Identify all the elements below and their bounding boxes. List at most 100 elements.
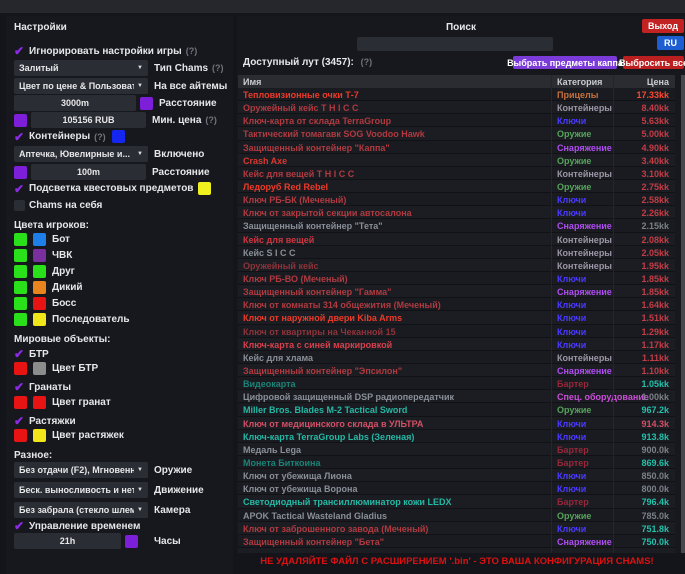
containers-color-swatch[interactable] (111, 130, 125, 143)
help-icon[interactable]: (?) (360, 57, 373, 67)
ignore-game-settings-row[interactable]: ✔ Игнорировать настройки игры (?) (14, 45, 197, 57)
distance2-color-swatch[interactable] (14, 165, 27, 179)
player-color-swatch-1[interactable] (14, 249, 27, 262)
min-price-input[interactable]: 105156 RUB (31, 112, 146, 128)
search-input[interactable] (357, 37, 553, 51)
table-row[interactable] (238, 547, 675, 553)
table-row[interactable]: Тактический томагавк SOG Voodoo Hawk Оруж… (238, 127, 675, 141)
table-row[interactable]: Оружейный кейс Контейнеры 1.95kk (238, 258, 675, 272)
table-row[interactable]: Ключ-карта от склада TerraGroup Ключи 5.63… (238, 114, 675, 128)
checkbox-checked-icon[interactable]: ✔ (14, 380, 25, 394)
table-row[interactable]: Медаль Lega Бартер 900.0k (238, 442, 675, 456)
help-icon[interactable]: (?) (185, 46, 198, 56)
player-color-swatch-2[interactable] (33, 281, 46, 294)
containers-filter-dropdown[interactable]: Аптечка, Ювелирные и... ▼ (14, 146, 148, 162)
hours-color-swatch[interactable] (125, 534, 138, 548)
drop-all-button[interactable]: Выбросить все (619, 56, 685, 69)
table-row[interactable]: Оружейный кейс T H I C C Контейнеры 8.40kk (238, 101, 675, 115)
chams-type-dropdown[interactable]: Залитый ▼ (14, 60, 148, 76)
grenade-color-swatch-2[interactable] (33, 396, 46, 409)
help-icon[interactable]: (?) (94, 131, 106, 142)
btr-row[interactable]: ✔ БТР (14, 348, 49, 360)
checkbox-checked-icon[interactable]: ✔ (14, 129, 25, 144)
table-row[interactable]: Защищенный контейнер "Гамма" Снаряжение 1.… (238, 285, 675, 299)
table-row[interactable]: Кейс S I C C Контейнеры 2.05kk (238, 245, 675, 259)
table-row[interactable]: Ключ от закрытой секции автосалона Ключи 2… (238, 206, 675, 220)
table-row[interactable]: Видеокарта Бартер 1.05kk (238, 377, 675, 391)
quest-highlight-row[interactable]: ✔ Подсветка квестовых предметов (14, 181, 212, 196)
table-row[interactable]: Ключ РБ-ВО (Меченый) Ключи 1.85kk (238, 271, 675, 286)
distance2-input[interactable]: 100m (31, 164, 146, 180)
table-row[interactable]: Ключ от убежища Лиона Ключи 850.0k (238, 469, 675, 483)
player-color-swatch-1[interactable] (14, 313, 27, 326)
time-control-row[interactable]: ✔ Управление временем (14, 520, 140, 532)
table-row[interactable]: Кейс для вещей T H I C C Контейнеры 3.10kk (238, 166, 675, 180)
checkbox-checked-icon[interactable]: ✔ (14, 519, 25, 533)
help-icon[interactable]: (?) (212, 63, 224, 73)
player-color-swatch-1[interactable] (14, 233, 27, 246)
checkbox-checked-icon[interactable]: ✔ (14, 181, 25, 196)
tripwire-color-swatch-2[interactable] (33, 429, 46, 442)
grenades-row[interactable]: ✔ Гранаты (14, 381, 71, 393)
min-price-color-swatch[interactable] (14, 113, 27, 127)
table-row[interactable]: Защищенный контейнер "Эпсилон" Снаряжение… (238, 363, 675, 378)
weapon-dropdown[interactable]: Без отдачи (F2), Мгновенное п ▼ (14, 462, 148, 478)
help-icon[interactable]: (?) (205, 115, 217, 125)
table-scrollbar[interactable] (681, 75, 685, 553)
tripwire-color-swatch-1[interactable] (14, 429, 27, 442)
table-row[interactable]: Ключ РБ-БК (Меченый) Ключи 2.58kk (238, 193, 675, 207)
player-color-swatch-2[interactable] (33, 233, 46, 246)
language-button[interactable]: RU (657, 36, 684, 50)
table-row[interactable]: Ключ от заброшенного завода (Меченый) Клю… (238, 521, 675, 535)
quest-highlight-color-swatch[interactable] (198, 182, 212, 195)
hours-input[interactable]: 21h (14, 533, 121, 549)
distance-input[interactable]: 3000m (14, 95, 136, 111)
table-row[interactable]: Ледоруб Red Rebel Оружие 2.75kk (238, 179, 675, 194)
table-row[interactable]: Цифровой защищенный DSP радиопередатчик С… (238, 390, 675, 404)
column-category[interactable]: Категория (557, 77, 603, 87)
player-color-swatch-1[interactable] (14, 265, 27, 278)
table-row[interactable]: Светодиодный трансиллюминатор кожи LEDX Б… (238, 495, 675, 509)
table-row[interactable]: Кейс для вещей Контейнеры 2.08kk (238, 232, 675, 246)
movement-dropdown[interactable]: Беск. выносливость и нет уста ▼ (14, 482, 148, 498)
table-row[interactable]: Ключ от комнаты 314 общежития (Меченый) К… (238, 298, 675, 312)
player-color-swatch-2[interactable] (33, 297, 46, 310)
self-chams-row[interactable]: Chams на себя (14, 200, 102, 211)
table-row[interactable]: Защищенный контейнер "Бета" Снаряжение 750… (238, 534, 675, 548)
table-row[interactable]: Защищенный контейнер "Каппа" Снаряжение 4.… (238, 140, 675, 154)
table-row[interactable]: Ключ от медицинского склада в УЛЬТРА Ключ… (238, 416, 675, 430)
column-name[interactable]: Имя (243, 77, 262, 87)
table-row[interactable]: Ключ от квартиры на Чеканной 15 Ключи 1.29… (238, 324, 675, 338)
checkbox-checked-icon[interactable]: ✔ (14, 347, 25, 361)
containers-row[interactable]: ✔ Контейнеры (?) (14, 130, 125, 143)
table-row[interactable]: Ключ-карта с синей маркировкой Ключи 1.17k… (238, 337, 675, 351)
player-color-swatch-1[interactable] (14, 281, 27, 294)
player-color-swatch-2[interactable] (33, 313, 46, 326)
checkbox-checked-icon[interactable]: ✔ (14, 44, 25, 58)
btr-color-swatch-1[interactable] (14, 362, 27, 375)
table-row[interactable]: Монета Биткоина Бартер 869.6k (238, 455, 675, 470)
table-row[interactable]: Кейс для хлама Контейнеры 1.11kk (238, 350, 675, 364)
camera-dropdown[interactable]: Без забрала (стекло шлема) ▼ (14, 502, 148, 518)
column-price[interactable]: Цена (646, 77, 669, 87)
select-kappa-items-button[interactable]: Выбрать предметы каппа (507, 56, 623, 69)
table-row[interactable]: Crash Axe Оружие 3.40kk (238, 153, 675, 167)
exit-button[interactable]: Выход (642, 19, 684, 33)
table-row[interactable]: Ключ-карта TerraGroup Labs (Зеленая) Ключ… (238, 429, 675, 443)
table-row[interactable]: Ключ от убежища Ворона Ключи 800.0k (238, 482, 675, 496)
table-row[interactable]: Тепловизионные очки Т-7 Прицелы 17.33kk (238, 88, 675, 102)
table-row[interactable]: Защищенный контейнер "Тета" Снаряжение 2.1… (238, 219, 675, 233)
table-row[interactable]: APOK Tactical Wasteland Gladius Оружие 785… (238, 508, 675, 522)
player-color-swatch-2[interactable] (33, 265, 46, 278)
color-mode-dropdown[interactable]: Цвет по цене & Пользователь ▼ (14, 78, 148, 94)
checkbox-checked-icon[interactable]: ✔ (14, 414, 25, 428)
player-color-swatch-2[interactable] (33, 249, 46, 262)
grenade-color-swatch-1[interactable] (14, 396, 27, 409)
player-color-swatch-1[interactable] (14, 297, 27, 310)
checkbox-unchecked-icon[interactable] (14, 200, 25, 211)
distance-color-swatch[interactable] (140, 96, 153, 110)
table-row[interactable]: Miller Bros. Blades M-2 Tactical Sword Ор… (238, 403, 675, 417)
table-row[interactable]: Ключ от наружной двери Kiba Arms Ключи 1.5… (238, 311, 675, 325)
tripwires-row[interactable]: ✔ Растяжки (14, 415, 76, 427)
btr-color-swatch-2[interactable] (33, 362, 46, 375)
